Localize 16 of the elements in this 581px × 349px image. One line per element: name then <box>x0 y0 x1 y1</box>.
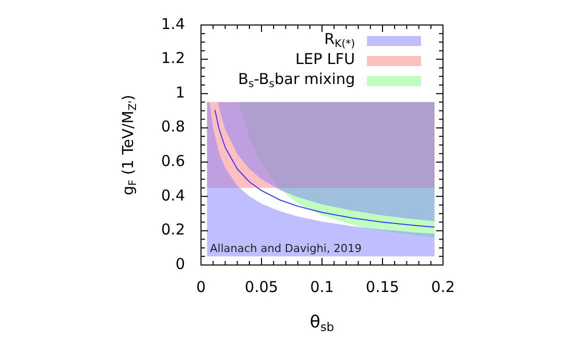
x-tick-label: 0.1 <box>310 278 334 296</box>
y-tick-label: 1.2 <box>161 49 185 68</box>
x-tick-label: 0.15 <box>366 278 400 296</box>
x-tick-label: 0.05 <box>244 278 278 296</box>
y-tick-label: 1.4 <box>161 14 185 33</box>
y-tick-label: 1 <box>175 83 185 102</box>
x-tick-label: 0.2 <box>431 278 455 296</box>
x-tick-label: 0 <box>196 278 206 296</box>
y-tick-label: 0.6 <box>161 152 185 170</box>
y-tick-label: 0.8 <box>161 118 185 136</box>
y-axis-title: gF (1 TeV/MZ') <box>118 94 140 196</box>
y-tick-label: 0.2 <box>161 220 185 239</box>
annotation: Allanach and Davighi, 2019 <box>210 242 362 255</box>
legend-label: LEP LFU <box>295 50 356 68</box>
y-tick-label: 0.4 <box>161 186 185 204</box>
y-tick-label: 0 <box>175 254 185 273</box>
